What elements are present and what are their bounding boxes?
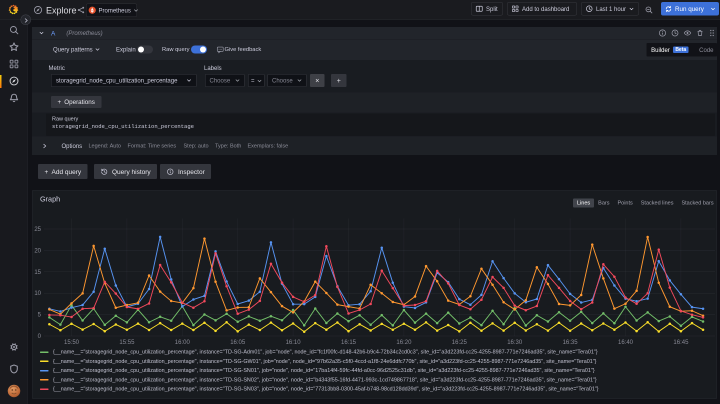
svg-text:16:05: 16:05 xyxy=(230,340,246,346)
svg-text:16:10: 16:10 xyxy=(286,340,302,346)
svg-text:16:20: 16:20 xyxy=(396,340,412,346)
svg-text:15:50: 15:50 xyxy=(64,340,80,346)
svg-text:16:15: 16:15 xyxy=(341,340,357,346)
svg-text:16:40: 16:40 xyxy=(618,340,634,346)
svg-text:10: 10 xyxy=(34,291,41,297)
svg-text:16:30: 16:30 xyxy=(507,340,523,346)
svg-text:16:35: 16:35 xyxy=(563,340,579,346)
svg-text:16:25: 16:25 xyxy=(452,340,468,346)
svg-text:0: 0 xyxy=(38,334,42,340)
svg-text:20: 20 xyxy=(34,248,41,254)
svg-text:15: 15 xyxy=(34,270,41,276)
svg-text:16:45: 16:45 xyxy=(673,340,689,346)
svg-text:25: 25 xyxy=(34,227,41,233)
svg-text:16:00: 16:00 xyxy=(175,340,191,346)
svg-text:5: 5 xyxy=(38,313,42,319)
svg-text:15:55: 15:55 xyxy=(119,340,135,346)
